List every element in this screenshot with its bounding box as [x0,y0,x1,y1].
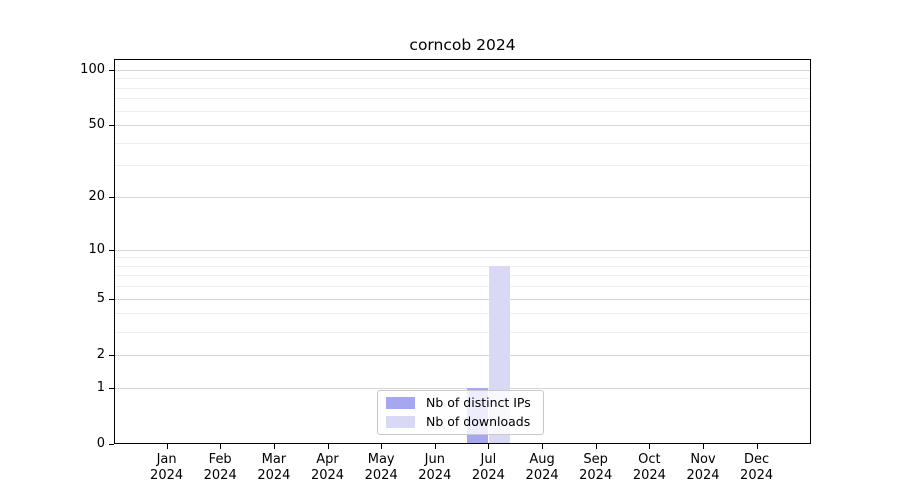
legend-row: Nb of downloads [386,414,535,430]
gridline-minor [115,265,810,267]
y-axis-tick [109,354,114,356]
y-axis-tick [109,298,114,300]
gridline-major [115,197,810,198]
x-axis-tick-label: May 2024 [364,452,398,483]
y-axis-tick-label: 1 [96,379,105,395]
x-axis-tick [595,444,597,449]
legend: Nb of distinct IPs Nb of downloads [377,390,544,435]
y-axis-tick-label: 0 [96,436,105,451]
x-axis-tick-label: Dec 2024 [740,452,774,483]
y-axis-tick-label: 2 [96,346,105,362]
x-axis-tick-label: Jul 2024 [471,452,505,483]
gridline-minor [115,110,810,112]
y-axis-tick [109,197,114,198]
gridline-minor [115,98,810,100]
x-axis-tick [381,444,383,449]
gridline-minor [115,142,810,144]
gridline-minor [115,331,810,333]
x-axis-tick [488,444,490,449]
x-axis-tick [649,444,651,449]
gridline-minor [115,87,810,89]
legend-swatch-downloads [386,416,415,428]
gridline-minor [115,78,810,80]
y-axis-tick [109,249,114,251]
gridline-major [115,125,810,126]
y-axis-tick-label: 50 [88,117,105,132]
x-axis-tick [220,444,222,449]
x-axis-tick [703,444,704,449]
gridline-major [115,298,810,300]
y-axis-tick [109,69,114,71]
x-axis-tick-label: Sep 2024 [579,452,613,483]
gridline-major [115,69,810,71]
y-axis-tick-label: 100 [80,61,105,77]
x-axis-tick-label: Jan 2024 [150,452,184,483]
legend-label: Nb of downloads [426,414,531,429]
y-axis-tick [109,125,114,126]
y-axis-tick-label: 20 [88,189,105,204]
x-axis-tick-label: Nov 2024 [686,452,720,483]
x-axis-tick-label: Aug 2024 [525,452,559,483]
y-axis-tick-label: 10 [88,241,105,257]
x-axis-tick-label: Feb 2024 [203,452,237,483]
x-axis-tick [273,444,275,449]
gridline-minor [115,313,810,315]
gridline-major [115,249,810,251]
x-axis-tick-label: Jun 2024 [418,452,452,483]
gridline-major [115,354,810,356]
x-axis-tick-label: Oct 2024 [632,452,666,483]
legend-swatch-distinct-ips [386,397,415,409]
x-axis-tick [756,444,758,449]
legend-row: Nb of distinct IPs [386,395,535,411]
gridline-minor [115,257,810,259]
x-axis-tick [327,444,329,449]
chart-title: corncob 2024 [409,36,516,54]
gridline-minor [115,275,810,277]
y-axis-tick [109,387,114,389]
plot-frame [114,59,811,444]
gridline-major [115,387,810,389]
x-axis-tick-label: Apr 2024 [310,452,345,483]
gridline-minor [115,165,810,167]
gridline-minor [115,286,810,288]
y-axis-tick [109,444,114,445]
x-axis-tick [166,444,168,449]
x-axis-tick [434,444,436,449]
x-axis-tick [542,444,544,449]
x-axis-tick-label: Mar 2024 [257,452,291,483]
y-axis-tick-label: 5 [96,290,105,306]
legend-label: Nb of distinct IPs [426,395,531,410]
